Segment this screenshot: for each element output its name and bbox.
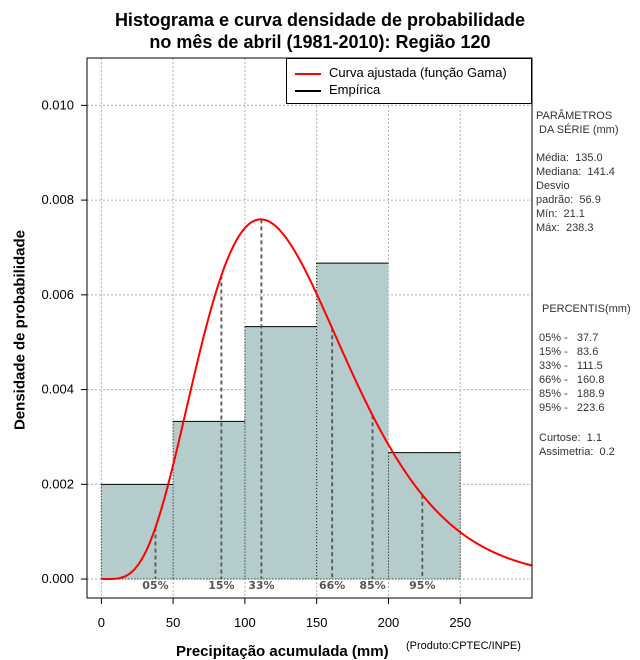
y-tick-label: 0.004 [41, 382, 74, 397]
param-min: Mín: 21.1 [536, 208, 585, 220]
percentile-label: 85% [359, 579, 385, 592]
percentil-15: 15% - 83.6 [539, 346, 599, 358]
param-desvio-2: padrão: 56.9 [536, 194, 601, 206]
x-tick-label: 100 [234, 615, 256, 630]
legend-swatch-red [295, 72, 321, 75]
percentile-label: 05% [142, 579, 168, 592]
param-desvio-1: Desvio [536, 180, 570, 192]
histogram-bar [316, 263, 389, 580]
percentile-label: 15% [208, 579, 234, 592]
legend-label-fitted: Curva ajustada (função Gama) [329, 65, 507, 80]
percentis-heading: PERCENTIS(mm) [542, 303, 631, 315]
percentile-label: 95% [409, 579, 435, 592]
curtose: Curtose: 1.1 [539, 432, 602, 444]
legend: Curva ajustada (função Gama) Empírica [286, 58, 532, 104]
legend-item-fitted: Curva ajustada (função Gama) [295, 65, 507, 81]
histogram-bar [244, 326, 317, 580]
legend-swatch-black [295, 89, 321, 92]
percentil-05: 05% - 37.7 [539, 332, 599, 344]
param-media: Média: 135.0 [536, 152, 603, 164]
y-tick-label: 0.002 [41, 476, 74, 491]
x-axis-label: Precipitação acumulada (mm) [176, 643, 389, 660]
histogram-bar [173, 421, 245, 580]
assimetria: Assimetria: 0.2 [539, 446, 615, 458]
y-tick-label: 0.008 [41, 192, 74, 207]
percentil-33: 33% - 111.5 [539, 360, 603, 372]
param-max: Máx: 238.3 [536, 222, 594, 234]
x-tick-label: 250 [449, 615, 471, 630]
y-tick-label: 0.006 [41, 287, 74, 302]
x-tick-label: 50 [166, 615, 180, 630]
legend-label-empirical: Empírica [329, 82, 381, 97]
x-tick-label: 0 [98, 615, 105, 630]
percentile-label: 66% [319, 579, 345, 592]
chart-title-line2: no mês de abril (1981-2010): Região 120 [149, 32, 491, 52]
percentil-66: 66% - 160.8 [539, 374, 605, 386]
percentil-85: 85% - 188.9 [539, 388, 605, 400]
y-tick-label: 0.000 [41, 571, 74, 586]
fitted-gamma-curve [101, 218, 533, 581]
product-credit: (Produto:CPTEC/INPE) [406, 640, 521, 652]
x-tick-label: 150 [306, 615, 328, 630]
chart-title-line1: Histograma e curva densidade de probabil… [114, 10, 526, 30]
percentile-label: 33% [248, 579, 274, 592]
params-heading-1: PARÂMETROS [536, 110, 613, 122]
histogram-bar [388, 452, 461, 580]
histogram-bar [101, 484, 174, 580]
y-tick-label: 0.010 [41, 97, 74, 112]
param-mediana: Mediana: 141.4 [536, 166, 615, 178]
params-heading-2: DA SÉRIE (mm) [536, 124, 619, 136]
y-axis-label: Densidade de probabilidade [11, 229, 29, 431]
x-tick-label: 200 [378, 615, 400, 630]
legend-item-empirical: Empírica [295, 82, 380, 98]
percentil-95: 95% - 223.6 [539, 402, 605, 414]
